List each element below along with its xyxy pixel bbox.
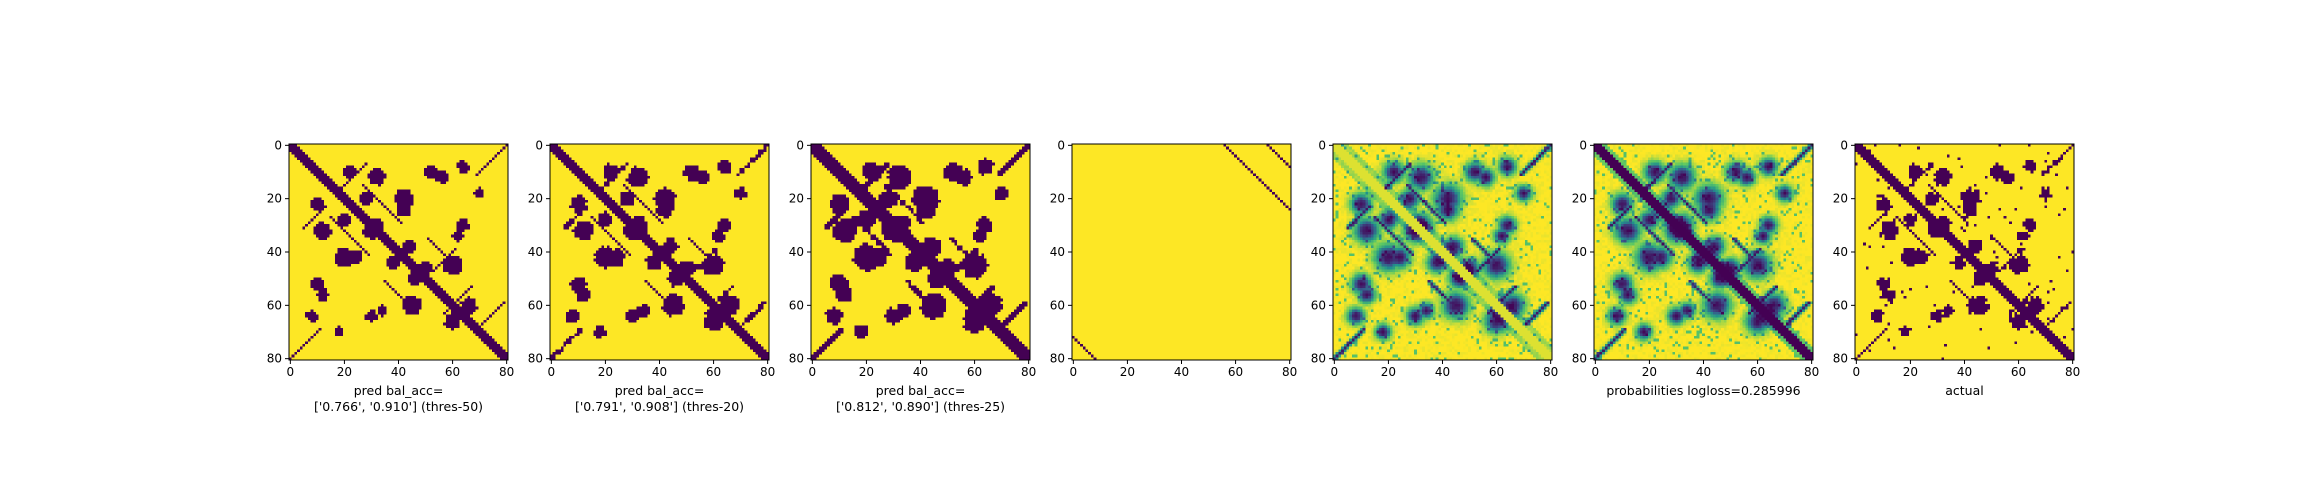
x-tick-label-7-0: 0 [1853, 365, 1861, 379]
x-tick-label-2-0: 0 [548, 365, 556, 379]
x-tick-label-2-3: 60 [706, 365, 721, 379]
heatmap-image-3 [811, 144, 1030, 360]
y-tick-label-5-4: 80 [1311, 352, 1326, 366]
y-tick-label-5-0: 0 [1318, 138, 1326, 152]
panel-2: 0 20 40 60 80 0 20 40 60 80 pred bal_acc=['0.791',… [528, 138, 776, 414]
x-tick-label-2-4: 80 [760, 365, 775, 379]
y-tick-label-7-4: 80 [1833, 352, 1848, 366]
y-tick-label-1-1: 20 [267, 192, 282, 206]
y-tick-label-3-3: 60 [789, 298, 804, 312]
y-tick-label-3-2: 40 [789, 245, 804, 259]
panel-5: 0 20 40 60 80 0 20 40 60 80 [1311, 138, 1559, 379]
y-tick-label-6-0: 0 [1579, 138, 1587, 152]
y-tick-label-1-4: 80 [267, 352, 282, 366]
y-tick-label-4-4: 80 [1050, 352, 1065, 366]
x-tick-label-3-0: 0 [809, 365, 817, 379]
heatmap-image-4 [1072, 144, 1291, 360]
x-axis-label-3-line-2: ['0.812', '0.890'] (thres-25) [836, 399, 1005, 414]
y-tick-label-5-2: 40 [1311, 245, 1326, 259]
x-tick-label-5-2: 40 [1435, 365, 1450, 379]
panel-1: 0 20 40 60 80 0 20 40 60 80 pred bal_acc=['0.766',… [267, 138, 515, 414]
panel-4: 0 20 40 60 80 0 20 40 60 80 [1050, 138, 1298, 379]
x-tick-label-3-1: 20 [859, 365, 874, 379]
y-tick-label-6-3: 60 [1572, 298, 1587, 312]
heatmap-image-2 [550, 144, 769, 360]
x-tick-label-6-3: 60 [1750, 365, 1765, 379]
x-tick-label-4-2: 40 [1174, 365, 1189, 379]
x-axis-label-6-line-1: probabilities logloss=0.285996 [1606, 383, 1800, 398]
y-tick-label-2-0: 0 [535, 138, 543, 152]
x-tick-label-4-0: 0 [1070, 365, 1078, 379]
x-tick-label-6-1: 20 [1642, 365, 1657, 379]
x-axis-label-2-line-2: ['0.791', '0.908'] (thres-20) [575, 399, 744, 414]
x-tick-label-1-4: 80 [499, 365, 514, 379]
panel-6: 0 20 40 60 80 0 20 40 60 80 probabilities logloss=… [1572, 138, 1820, 398]
x-tick-label-3-4: 80 [1021, 365, 1036, 379]
x-axis-label-1-line-1: pred bal_acc= [354, 383, 444, 398]
x-tick-label-6-4: 80 [1804, 365, 1819, 379]
y-tick-label-2-2: 40 [528, 245, 543, 259]
x-tick-label-6-0: 0 [1592, 365, 1600, 379]
x-axis-label-7-line-1: actual [1945, 383, 1984, 398]
x-tick-label-5-3: 60 [1489, 365, 1504, 379]
x-axis-label-1-line-2: ['0.766', '0.910'] (thres-50) [314, 399, 483, 414]
x-tick-label-4-3: 60 [1228, 365, 1243, 379]
x-tick-label-4-1: 20 [1120, 365, 1135, 379]
y-tick-label-4-2: 40 [1050, 245, 1065, 259]
x-tick-label-2-2: 40 [652, 365, 667, 379]
y-tick-label-2-1: 20 [528, 192, 543, 206]
y-tick-label-6-1: 20 [1572, 192, 1587, 206]
y-tick-label-3-1: 20 [789, 192, 804, 206]
y-tick-label-1-0: 0 [274, 138, 282, 152]
y-tick-label-7-2: 40 [1833, 245, 1848, 259]
y-tick-label-4-1: 20 [1050, 192, 1065, 206]
x-tick-label-5-4: 80 [1543, 365, 1558, 379]
x-axis-label-3-line-1: pred bal_acc= [876, 383, 966, 398]
x-tick-label-1-2: 40 [391, 365, 406, 379]
y-tick-label-7-1: 20 [1833, 192, 1848, 206]
y-tick-label-1-3: 60 [267, 298, 282, 312]
x-tick-label-5-0: 0 [1331, 365, 1339, 379]
y-tick-label-3-0: 0 [796, 138, 804, 152]
y-tick-label-2-4: 80 [528, 352, 543, 366]
x-tick-label-1-0: 0 [287, 365, 295, 379]
y-tick-label-5-3: 60 [1311, 298, 1326, 312]
x-tick-label-1-1: 20 [337, 365, 352, 379]
x-tick-label-7-3: 60 [2011, 365, 2026, 379]
y-tick-label-7-0: 0 [1840, 138, 1848, 152]
y-tick-label-6-4: 80 [1572, 352, 1587, 366]
heatmap-image-1 [289, 144, 508, 360]
y-tick-label-1-2: 40 [267, 245, 282, 259]
x-tick-label-5-1: 20 [1381, 365, 1396, 379]
heatmap-image-5 [1333, 144, 1552, 360]
x-tick-label-1-3: 60 [445, 365, 460, 379]
panel-3: 0 20 40 60 80 0 20 40 60 80 pred bal_acc=['0.812',… [789, 138, 1037, 414]
x-axis-label-2-line-1: pred bal_acc= [615, 383, 705, 398]
x-tick-label-7-1: 20 [1903, 365, 1918, 379]
y-tick-label-6-2: 40 [1572, 245, 1587, 259]
y-tick-label-3-4: 80 [789, 352, 804, 366]
x-tick-label-3-2: 40 [913, 365, 928, 379]
x-tick-label-3-3: 60 [967, 365, 982, 379]
y-tick-label-4-0: 0 [1057, 138, 1065, 152]
x-tick-label-7-2: 40 [1957, 365, 1972, 379]
y-tick-label-7-3: 60 [1833, 298, 1848, 312]
x-tick-label-7-4: 80 [2065, 365, 2080, 379]
panel-7: 0 20 40 60 80 0 20 40 60 80 actual [1833, 138, 2081, 398]
heatmap-image-6 [1594, 144, 1813, 360]
heatmap-image-7 [1855, 144, 2074, 360]
x-tick-label-6-2: 40 [1696, 365, 1711, 379]
y-tick-label-2-3: 60 [528, 298, 543, 312]
x-tick-label-2-1: 20 [598, 365, 613, 379]
y-tick-label-4-3: 60 [1050, 298, 1065, 312]
x-tick-label-4-4: 80 [1282, 365, 1297, 379]
y-tick-label-5-1: 20 [1311, 192, 1326, 206]
